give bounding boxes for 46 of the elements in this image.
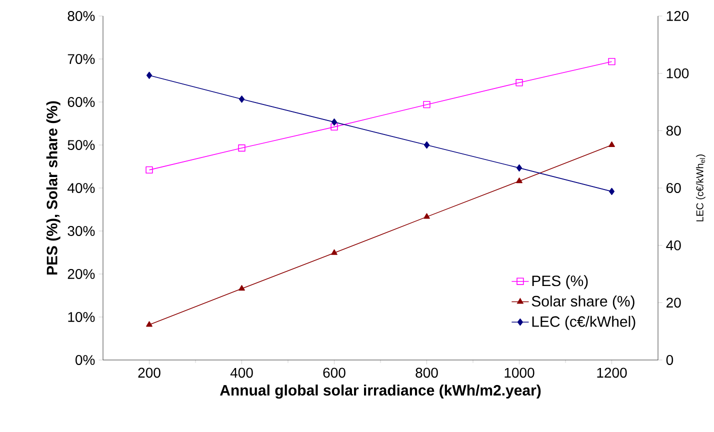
x-axis-title: Annual global solar irradiance (kWh/m2.year) (220, 384, 541, 399)
point (146, 166, 153, 174)
point (608, 58, 616, 66)
y-tick-label: 0% (76, 355, 95, 365)
point (424, 213, 430, 219)
point (330, 123, 338, 131)
legend-label: LEC (c€/kWhel) (532, 316, 636, 330)
legend-label: PES (%) (532, 275, 588, 290)
y-tick-label: 70% (68, 54, 95, 64)
x-tick-label: 1200 (597, 368, 627, 378)
x-tick-label: 800 (416, 368, 438, 378)
y-tick-label: 50% (68, 140, 95, 150)
y-tick-label: 80% (68, 11, 95, 21)
legend-label: Solar share (%) (532, 296, 634, 310)
y2-tick-label: 120 (666, 11, 689, 21)
y2-tick-label: 40 (666, 240, 681, 250)
y2-tick-label: 80 (666, 126, 681, 136)
point (146, 72, 152, 79)
y2-tick-label: 0 (666, 355, 674, 365)
point (238, 285, 245, 291)
point (331, 118, 338, 126)
point (331, 249, 338, 255)
y-tick-label: 60% (68, 97, 95, 107)
y2-tick-label: 60 (666, 183, 681, 193)
x-tick-label: 200 (138, 368, 160, 378)
point (516, 164, 522, 172)
y-axis-title: PES (%), Solar share (%) (46, 101, 60, 275)
point (608, 141, 615, 147)
y-tick-label: 30% (68, 226, 95, 236)
point (608, 188, 615, 196)
point (516, 178, 522, 184)
point (238, 96, 245, 103)
y-tick-label: 40% (67, 183, 95, 193)
point (238, 144, 246, 152)
point (516, 79, 523, 86)
y2-tick-label: 20 (666, 298, 681, 308)
y-tick-label: 20% (68, 269, 95, 279)
x-tick-label: 600 (323, 368, 346, 378)
x-tick-label: 1000 (504, 368, 534, 378)
y-tick-label: 10% (68, 312, 95, 322)
point (424, 141, 430, 149)
y2-axis-title: LEC (c€/kWh$_{el}$) (696, 154, 706, 222)
point (146, 321, 152, 327)
x-tick-label: 400 (230, 368, 253, 378)
y2-tick-label: 100 (666, 68, 689, 78)
point (423, 100, 430, 108)
